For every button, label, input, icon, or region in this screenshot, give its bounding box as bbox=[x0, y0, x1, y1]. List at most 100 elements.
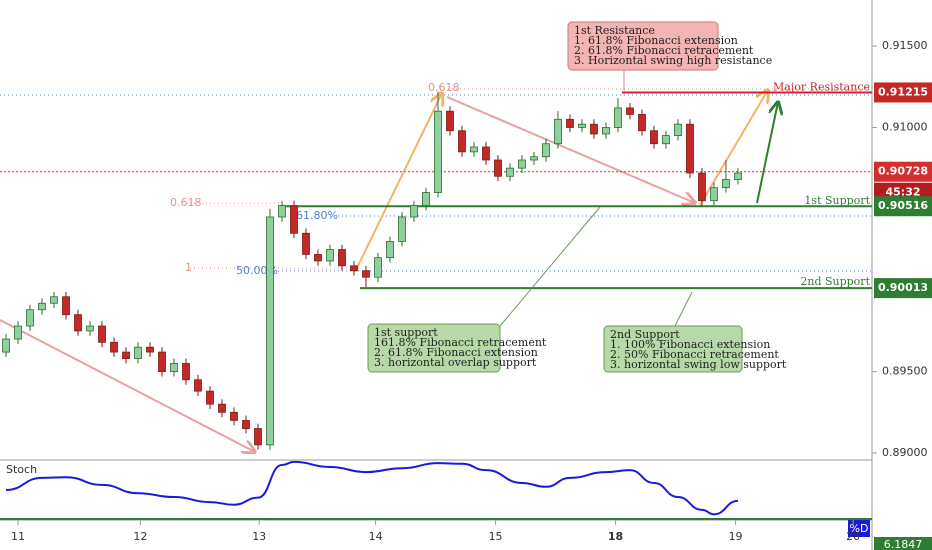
candles bbox=[2, 91, 742, 450]
candle-body bbox=[410, 205, 418, 218]
candle-body bbox=[698, 172, 706, 202]
fib-label: 0.618 bbox=[170, 196, 202, 209]
x-tick-label: 20 bbox=[846, 530, 860, 543]
candle-body bbox=[458, 130, 466, 153]
candle-body bbox=[530, 156, 538, 161]
x-tick-label: 19 bbox=[729, 530, 743, 543]
candle-body bbox=[638, 114, 646, 132]
candle-body bbox=[170, 363, 178, 373]
annotation-box bbox=[567, 21, 719, 71]
level-name: 2nd Support bbox=[800, 275, 870, 288]
stoch-value: 6.1847 bbox=[884, 538, 923, 550]
candle-body bbox=[266, 216, 274, 446]
candle-body bbox=[14, 325, 22, 340]
candle-body bbox=[194, 379, 202, 392]
candle-body bbox=[710, 187, 718, 202]
candle-body bbox=[158, 351, 166, 373]
candle-body bbox=[242, 420, 250, 429]
annotation-line: 2. 61.8% Fibonacci retracement bbox=[574, 44, 754, 57]
annotation-line: 3. horizontal swing low support bbox=[610, 358, 787, 371]
candle-body bbox=[134, 346, 142, 359]
arrow bbox=[354, 93, 442, 273]
candle-body bbox=[146, 346, 154, 353]
candle-body bbox=[98, 325, 106, 343]
price-box-label: 0.90013 bbox=[878, 281, 928, 294]
candle-body bbox=[182, 363, 190, 381]
candle-body bbox=[542, 143, 550, 158]
candle-body bbox=[494, 159, 502, 177]
candle-body bbox=[86, 325, 94, 332]
candle-body bbox=[662, 135, 670, 145]
annotation-box bbox=[603, 325, 743, 373]
fib-label: 1 bbox=[185, 261, 192, 274]
x-tick-label: 13 bbox=[252, 530, 266, 543]
candle-body bbox=[398, 216, 406, 242]
x-tick-label: 12 bbox=[133, 530, 147, 543]
candle-body bbox=[386, 240, 394, 259]
candle-body bbox=[422, 192, 430, 206]
stoch-title: Stoch bbox=[6, 463, 37, 476]
stoch-legend: %D bbox=[850, 522, 869, 535]
arrow bbox=[756, 102, 778, 204]
candle-body bbox=[302, 232, 310, 255]
connector bbox=[673, 291, 693, 329]
fib-label: 61.80% bbox=[296, 209, 338, 222]
candle-body bbox=[554, 118, 562, 145]
y-tick-label: 0.89000 bbox=[882, 446, 928, 459]
x-tick-label: 11 bbox=[11, 530, 25, 543]
price-box bbox=[874, 161, 932, 182]
candle-body bbox=[614, 107, 622, 128]
candle-body bbox=[278, 205, 286, 218]
candle-body bbox=[506, 167, 514, 177]
countdown: 45:32 bbox=[885, 186, 920, 199]
candle-body bbox=[326, 249, 334, 262]
candle-body bbox=[434, 110, 442, 193]
annotation-title: 2nd Support bbox=[610, 328, 680, 341]
candle-body bbox=[230, 411, 238, 421]
candle-body bbox=[374, 257, 382, 278]
annotation-title: 1st support bbox=[374, 326, 438, 339]
arrow bbox=[446, 96, 695, 203]
y-tick-label: 0.89500 bbox=[882, 365, 928, 378]
annotation-line: 1. 61.8% Fibonacci extension bbox=[574, 34, 738, 47]
annotation-line: 3. Horizontal swing high resistance bbox=[574, 54, 772, 67]
candle-body bbox=[482, 146, 490, 161]
level-name: Major Resistance bbox=[773, 80, 870, 93]
candle-body bbox=[350, 265, 358, 272]
candle-body bbox=[26, 309, 34, 327]
price-box-label: 0.90728 bbox=[878, 165, 928, 178]
candle-body bbox=[2, 338, 10, 353]
levels: Major Resistance 0.91215 0.90728 45:32 1st S… bbox=[0, 80, 932, 299]
candle-body bbox=[650, 130, 658, 145]
price-box-label: 0.90516 bbox=[878, 199, 928, 212]
x-tick-label: 14 bbox=[369, 530, 383, 543]
price-box bbox=[874, 82, 932, 103]
candle-body bbox=[566, 118, 574, 128]
annotation-line: 1. 100% Fibonacci extension bbox=[610, 338, 770, 351]
candle-body bbox=[254, 428, 262, 446]
candle-body bbox=[686, 123, 694, 174]
candle-body bbox=[122, 351, 130, 359]
arrow bbox=[699, 90, 768, 206]
fib-label: 0.618 bbox=[428, 81, 460, 94]
stoch-value-box bbox=[874, 537, 932, 550]
y-tick-label: 0.91500 bbox=[882, 39, 928, 52]
annotation-line: 2. 50% Fibonacci retracement bbox=[610, 348, 779, 361]
candle-body bbox=[518, 159, 526, 169]
annotation-line: 3. horizontal overlap support bbox=[374, 356, 537, 369]
annotation-line: 161.8% Fibonacci retracement bbox=[374, 336, 547, 349]
annotation-title: 1st Resistance bbox=[574, 24, 655, 37]
candle-body bbox=[674, 123, 682, 136]
candle-body bbox=[578, 123, 586, 128]
arrow bbox=[0, 319, 255, 452]
candle-body bbox=[470, 146, 478, 153]
candle-body bbox=[38, 302, 46, 311]
candle-body bbox=[722, 179, 730, 189]
candle-body bbox=[734, 172, 742, 180]
candle-body bbox=[62, 296, 70, 316]
candle-body bbox=[74, 314, 82, 332]
annotation-box bbox=[367, 323, 501, 373]
y-tick-label: 0.91000 bbox=[882, 120, 928, 133]
